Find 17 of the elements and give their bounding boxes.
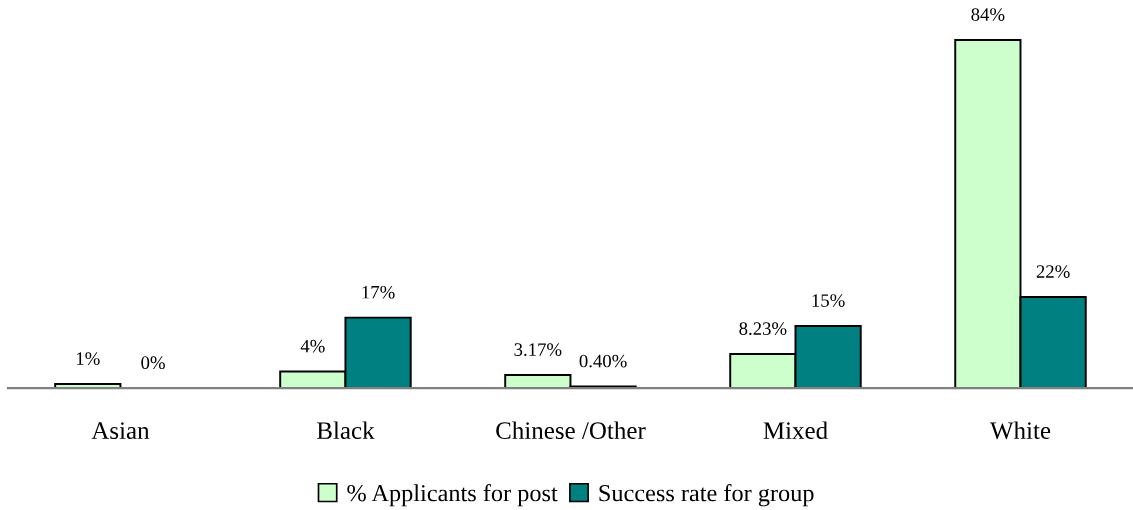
data-label: 1%	[76, 352, 100, 365]
data-label: 4%	[300, 339, 325, 353]
data-label: 3.17%	[514, 343, 562, 356]
legend-label: % Applicants for post	[347, 484, 558, 507]
data-label: 84%	[971, 8, 1005, 21]
data-label: 17%	[362, 285, 395, 299]
x-tick-label: White	[989, 421, 1051, 440]
x-tick-label: Mixed	[763, 421, 828, 440]
data-label: 0.40%	[579, 354, 627, 368]
data-label: 0%	[141, 356, 165, 370]
x-tick-label: Chinese /Other	[496, 421, 646, 440]
legend-label: Success rate for group	[599, 484, 814, 507]
x-tick-label: Asian	[91, 422, 150, 440]
x-tick-label: Black	[317, 421, 375, 440]
data-label: 22%	[1036, 265, 1070, 278]
data-label: 8.23%	[739, 322, 787, 335]
data-label: 15%	[812, 294, 845, 307]
